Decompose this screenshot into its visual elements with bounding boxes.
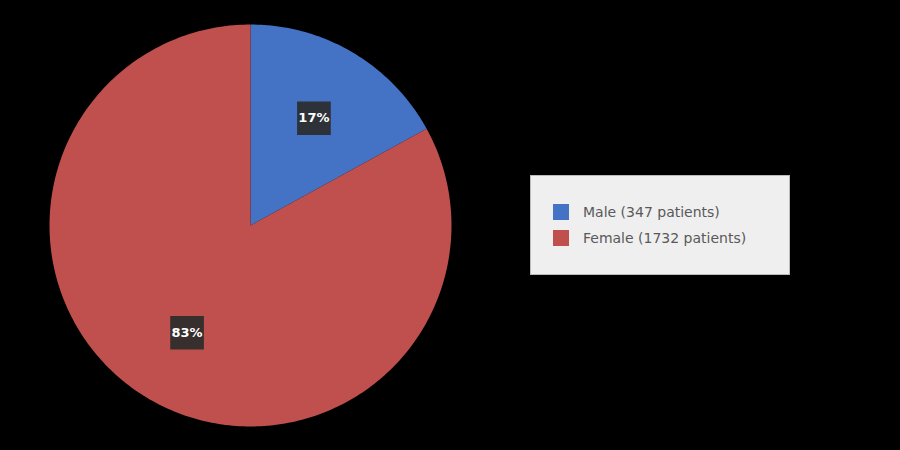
- html-text:Male (347 patients): Male (347 patients): [583, 204, 720, 220]
- html-text:Female (1732 patients): Female (1732 patients): [583, 230, 747, 246]
- svg-text:17%: 17%: [298, 110, 329, 125]
- svg-text:83%: 83%: [172, 325, 203, 340]
